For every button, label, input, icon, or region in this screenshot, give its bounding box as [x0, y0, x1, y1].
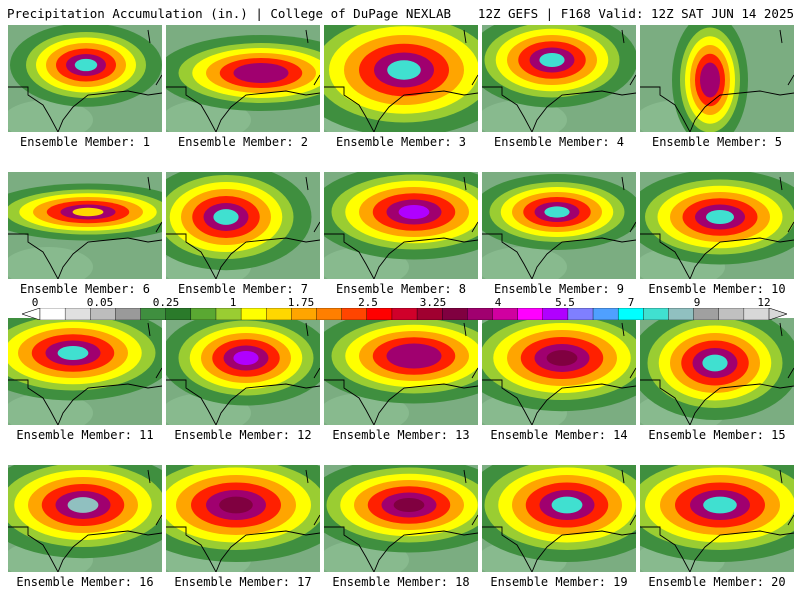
ensemble-member-label: Ensemble Member: 12: [174, 428, 312, 442]
ensemble-member-label: Ensemble Member: 5: [651, 135, 783, 149]
colorbar-swatch: [140, 308, 167, 320]
ensemble-member-label: Ensemble Member: 1: [19, 135, 151, 149]
ensemble-member-map: [8, 25, 162, 132]
colorbar-tick-label: 4: [494, 296, 502, 309]
colorbar-tick-label: 9: [693, 296, 701, 309]
colorbar-tick-label: 12: [757, 296, 771, 309]
ensemble-member-map: [166, 172, 320, 279]
colorbar-swatch: [165, 308, 192, 320]
ensemble-member-map: [482, 25, 636, 132]
colorbar-swatch: [240, 308, 267, 320]
ensemble-member-map: [640, 465, 794, 572]
ensemble-member-map: [482, 465, 636, 572]
colorbar-swatch: [64, 308, 91, 320]
ensemble-member-map: [166, 318, 320, 425]
ensemble-member-map: [640, 318, 794, 425]
ensemble-member-map: [640, 25, 794, 132]
colorbar-tick-label: 5.5: [555, 296, 575, 309]
ensemble-member-map: [166, 465, 320, 572]
colorbar-min-arrow: [22, 308, 41, 320]
colorbar-swatch: [39, 308, 66, 320]
ensemble-member-map: [324, 465, 478, 572]
ensemble-member-label: Ensemble Member: 7: [177, 282, 309, 296]
ensemble-member-label: Ensemble Member: 20: [648, 575, 786, 589]
colorbar-swatch: [266, 308, 293, 320]
ensemble-member-label: Ensemble Member: 11: [16, 428, 154, 442]
ensemble-member-map: [324, 318, 478, 425]
colorbar-tick-label: 0.25: [152, 296, 180, 309]
colorbar-swatch: [215, 308, 242, 320]
ensemble-member-map: [482, 172, 636, 279]
colorbar-swatch: [442, 308, 469, 320]
ensemble-member-label: Ensemble Member: 2: [177, 135, 309, 149]
ensemble-member-label: Ensemble Member: 9: [493, 282, 625, 296]
ensemble-member-label: Ensemble Member: 14: [490, 428, 628, 442]
colorbar-swatch: [366, 308, 393, 320]
ensemble-member-label: Ensemble Member: 15: [648, 428, 786, 442]
colorbar-swatch: [467, 308, 494, 320]
colorbar-tick-label: 2.5: [358, 296, 378, 309]
colorbar-swatch: [718, 308, 745, 320]
ensemble-member-label: Ensemble Member: 13: [332, 428, 470, 442]
colorbar-swatch: [517, 308, 544, 320]
colorbar-max-arrow: [768, 308, 787, 320]
chart-title: Precipitation Accumulation (in.) | Colle…: [7, 6, 452, 21]
colorbar-swatch: [341, 308, 368, 320]
ensemble-member-label: Ensemble Member: 16: [16, 575, 154, 589]
colorbar-swatch: [416, 308, 443, 320]
ensemble-member-map: [324, 172, 478, 279]
ensemble-member-label: Ensemble Member: 10: [648, 282, 786, 296]
ensemble-member-map: [482, 318, 636, 425]
ensemble-member-label: Ensemble Member: 4: [493, 135, 625, 149]
ensemble-member-label: Ensemble Member: 19: [490, 575, 628, 589]
ensemble-member-label: Ensemble Member: 6: [19, 282, 151, 296]
ensemble-member-label: Ensemble Member: 18: [332, 575, 470, 589]
colorbar-swatch: [668, 308, 695, 320]
ensemble-member-label: Ensemble Member: 8: [335, 282, 467, 296]
colorbar-tick-label: 0: [31, 296, 39, 309]
valid-time-label: 12Z GEFS | F168 Valid: 12Z SAT JUN 14 20…: [477, 6, 794, 21]
colorbar-swatch: [567, 308, 594, 320]
colorbar-tick-label: 1.75: [287, 296, 315, 309]
colorbar-swatch: [492, 308, 519, 320]
ensemble-member-map: [8, 465, 162, 572]
colorbar-swatch: [291, 308, 318, 320]
precipitation-colorbar: [22, 308, 787, 320]
colorbar-swatch: [190, 308, 217, 320]
colorbar-swatch: [743, 308, 770, 320]
colorbar-swatch: [90, 308, 117, 320]
colorbar-swatch: [391, 308, 418, 320]
colorbar-swatch: [316, 308, 343, 320]
ensemble-member-map: [640, 172, 794, 279]
colorbar-tick-label: 7: [627, 296, 635, 309]
ensemble-member-label: Ensemble Member: 3: [335, 135, 467, 149]
ensemble-member-map: [8, 172, 162, 279]
colorbar-swatch: [115, 308, 142, 320]
ensemble-member-map: [324, 25, 478, 132]
colorbar-swatch: [693, 308, 720, 320]
ensemble-member-map: [8, 318, 162, 425]
colorbar-swatch: [617, 308, 645, 320]
colorbar-tick-label: 0.05: [86, 296, 114, 309]
ensemble-member-label: Ensemble Member: 17: [174, 575, 312, 589]
colorbar-swatch: [542, 308, 569, 320]
colorbar-tick-label: 3.25: [419, 296, 447, 309]
ensemble-member-map: [166, 25, 320, 132]
colorbar-swatch: [643, 308, 670, 320]
colorbar-tick-label: 1: [229, 296, 237, 309]
colorbar-swatch: [592, 308, 619, 320]
